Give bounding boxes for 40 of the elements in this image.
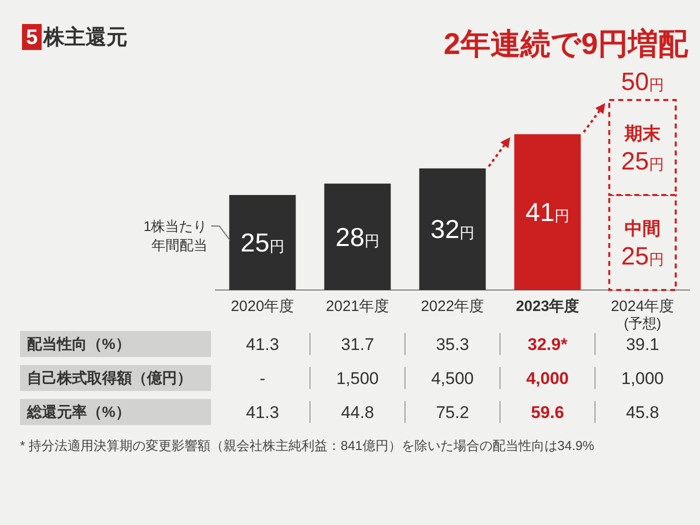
data-label: 41.3 <box>246 403 280 422</box>
y-tick-label: 配当性向（%） <box>27 336 130 353</box>
data-label: 39.1 <box>626 335 660 354</box>
text: * 持分法適用決算期の変更影響額（親会社株主純利益：841億円）を除いた場合の配当性向は34.9% <box>20 438 595 453</box>
data-label: 31.7 <box>340 335 374 354</box>
data-label: 75.2 <box>436 403 470 422</box>
data-label: 32円 <box>430 214 474 244</box>
bar <box>419 168 486 290</box>
data-label: 4,500 <box>431 369 474 388</box>
y-axis-title: 1株当たり年間配当 <box>143 218 208 253</box>
bar <box>229 195 296 290</box>
data-label: 59.6 <box>530 403 564 422</box>
bar <box>514 134 581 290</box>
total-label: 50円 <box>621 68 664 96</box>
data-label: 32.9* <box>528 335 568 354</box>
x-tick-label: 2020年度 <box>230 298 294 315</box>
y-tick-label: 総還元率（%） <box>26 403 130 421</box>
data-label: 25円 <box>621 148 664 176</box>
data-label: 41円 <box>526 197 570 228</box>
x-tick-label: 2024年度 (予想) <box>610 298 674 331</box>
data-label: 25円 <box>240 228 284 258</box>
data-label: 28円 <box>336 222 380 252</box>
data-label: 45.8 <box>626 403 660 422</box>
x-tick-label: 2022年度 <box>420 298 484 315</box>
data-label: 4,000 <box>526 369 569 388</box>
data-label: 1,000 <box>621 369 664 388</box>
legend-label: 期末 <box>624 124 662 144</box>
bar <box>324 184 391 290</box>
data-label: 41.3 <box>246 335 280 354</box>
data-label: 35.3 <box>436 335 470 354</box>
text: - <box>260 369 266 388</box>
series-label: 中間 <box>624 218 660 238</box>
y-tick-label: 自己株式取得額（億円） <box>27 370 192 387</box>
data-label: 1,500 <box>336 369 379 388</box>
x-tick-label: 2021年度 <box>326 298 390 315</box>
x-tick-label: 2023年度 <box>516 297 580 315</box>
chart-title: 5 株主還元 <box>26 25 128 49</box>
chart-subtitle: 2年連続で9円増配 <box>444 27 689 61</box>
data-label: 44.8 <box>340 403 374 422</box>
data-label: 25円 <box>621 242 664 270</box>
